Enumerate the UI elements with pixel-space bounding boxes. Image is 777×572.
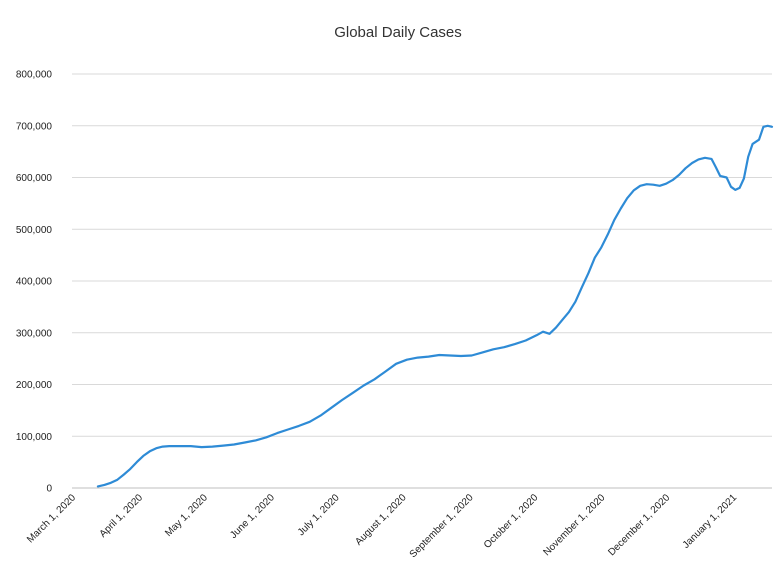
y-tick-label: 0 — [46, 484, 52, 495]
y-tick-label: 100,000 — [16, 432, 53, 443]
x-tick-label: July 1, 2020 — [296, 492, 342, 538]
x-tick-label: October 1, 2020 — [482, 492, 541, 551]
x-tick-label: June 1, 2020 — [228, 492, 277, 541]
y-tick-label: 400,000 — [16, 277, 53, 288]
x-tick-label: December 1, 2020 — [606, 492, 672, 558]
y-tick-label: 500,000 — [16, 225, 53, 236]
y-tick-label: 300,000 — [16, 328, 53, 339]
gridlines — [72, 73, 772, 489]
x-tick-label: April 1, 2020 — [98, 492, 146, 540]
y-tick-label: 800,000 — [16, 70, 53, 81]
y-tick-label: 200,000 — [16, 380, 53, 391]
series-line — [96, 124, 774, 488]
x-tick-label: August 1, 2020 — [353, 492, 409, 548]
x-tick-label: September 1, 2020 — [408, 492, 476, 560]
y-axis-tick-labels: 0 100,000 200,000 300,000 400,000 500,000 600,… — [16, 70, 53, 495]
series-layer — [96, 124, 774, 488]
x-tick-label: November 1, 2020 — [541, 492, 607, 558]
x-tick-label: March 1, 2020 — [25, 492, 78, 545]
x-axis-tick-labels: March 1, 2020 April 1, 2020 May 1, 2020 Jun… — [25, 492, 739, 560]
y-tick-label: 700,000 — [16, 121, 53, 132]
x-tick-label: May 1, 2020 — [163, 492, 210, 539]
y-tick-label: 600,000 — [16, 173, 53, 184]
x-tick-label: January 1, 2021 — [681, 492, 740, 551]
chart-title: Global Daily Cases — [334, 24, 462, 41]
